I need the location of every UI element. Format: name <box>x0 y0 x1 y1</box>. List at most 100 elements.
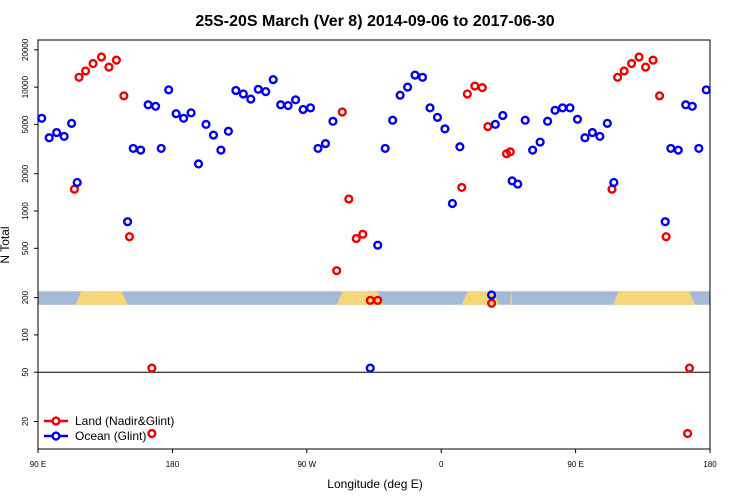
x-axis-label: Longitude (deg E) <box>327 477 422 491</box>
land-point <box>477 83 487 93</box>
ocean-point <box>164 85 174 95</box>
ocean-point <box>490 119 500 130</box>
ocean-point <box>291 95 301 105</box>
land-point <box>640 62 651 72</box>
y-axis-label: N Total <box>0 226 12 263</box>
ocean-point <box>253 84 263 94</box>
y-tick-label: 200 <box>21 290 30 304</box>
land-point <box>470 81 480 91</box>
land-point <box>104 62 114 72</box>
ocean-point <box>528 145 538 155</box>
ocean-point <box>283 100 293 111</box>
y-tick-label: 2000 <box>21 164 30 182</box>
y-tick-label: 100 <box>21 328 30 342</box>
land-point <box>373 295 383 305</box>
land-point <box>462 89 472 99</box>
x-tick-label: 90 E <box>30 460 46 469</box>
land-point <box>505 147 515 157</box>
y-tick-label: 500 <box>21 241 30 255</box>
ocean-point <box>268 74 278 85</box>
ocean-point <box>186 108 196 118</box>
ocean-point <box>261 86 271 97</box>
ocean-point <box>701 85 711 95</box>
ocean-point <box>587 127 598 138</box>
y-tick-label: 5000 <box>21 115 30 133</box>
ocean-point <box>59 131 69 142</box>
land-point <box>344 194 354 204</box>
x-tick-label: 0 <box>439 460 444 469</box>
land-point <box>483 122 493 132</box>
land-point <box>124 232 135 242</box>
ocean-point <box>216 145 226 155</box>
ocean-point <box>432 112 443 122</box>
ocean-point <box>201 119 211 130</box>
land-point <box>351 233 361 244</box>
ocean-point <box>410 70 420 80</box>
ocean-point <box>44 133 54 143</box>
land-mask-region <box>612 291 696 305</box>
ocean-point <box>122 217 133 227</box>
chart-title: 25S-20S March (Ver 8) 2014-09-06 to 2017… <box>195 13 554 30</box>
ocean-point <box>572 114 583 124</box>
land-point <box>661 232 671 242</box>
ocean-point <box>320 138 331 149</box>
x-tick-label: 180 <box>166 460 180 469</box>
y-axis: 20 50 100 200 500 1000 2000 5000 10000 20000 <box>21 38 38 426</box>
land-point <box>634 52 644 62</box>
ocean-point <box>52 127 62 138</box>
land-point <box>682 428 693 439</box>
ocean-point <box>487 290 497 300</box>
ocean-point <box>550 105 560 115</box>
ocean-point <box>565 103 575 113</box>
ocean-point <box>602 118 612 128</box>
ocean-point <box>660 217 670 227</box>
ocean-point <box>440 124 450 134</box>
land-point <box>74 72 84 82</box>
ocean-point <box>193 159 204 169</box>
ocean-point <box>143 100 153 110</box>
legend-marker <box>51 431 61 441</box>
ocean-point <box>72 177 82 188</box>
ocean-point <box>395 90 405 100</box>
land-point <box>337 107 347 117</box>
ocean-point <box>694 143 704 154</box>
ocean-point <box>328 116 338 126</box>
ocean-point <box>498 110 508 121</box>
land-point <box>332 266 342 276</box>
x-axis: 90 E 180 90 W 0 90 E 180 <box>30 449 717 469</box>
ocean-point <box>298 104 308 115</box>
ocean-point <box>365 363 375 373</box>
ocean-point <box>238 89 248 99</box>
ocean-point <box>535 137 545 147</box>
land-point <box>147 428 157 439</box>
ocean-point <box>417 72 428 82</box>
ocean-point <box>580 133 590 143</box>
legend-label: Land (Nadir&Glint) <box>75 414 174 428</box>
ocean-point <box>66 118 77 128</box>
land-point <box>358 229 368 239</box>
legend-marker <box>51 416 61 426</box>
ocean-point <box>171 109 181 119</box>
ocean-point <box>666 143 676 154</box>
ocean-point <box>673 145 683 155</box>
plot-border <box>37 39 711 450</box>
legend-label: Ocean (Glint) <box>75 429 146 443</box>
ocean-point <box>403 82 413 92</box>
ocean-point <box>246 94 256 104</box>
ocean-point <box>455 142 465 152</box>
plot-frame <box>37 39 711 450</box>
x-tick-label: 90 W <box>297 460 316 469</box>
y-tick-label: 20 <box>21 417 30 426</box>
land-point <box>626 58 637 69</box>
land-point <box>88 58 98 69</box>
land-point <box>619 66 629 76</box>
y-tick-label: 10000 <box>21 75 30 98</box>
x-tick-label: 180 <box>703 460 717 469</box>
ocean-point <box>128 143 138 154</box>
ocean-point <box>542 116 553 126</box>
ocean-point <box>447 198 458 209</box>
x-tick-label: 90 E <box>567 460 583 469</box>
ocean-point <box>513 179 523 189</box>
legend: Land (Nadir&Glint)Ocean (Glint) <box>44 414 174 443</box>
